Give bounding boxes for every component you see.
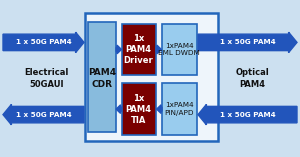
Text: 1x
PAM4
TIA: 1x PAM4 TIA xyxy=(126,94,152,125)
FancyArrow shape xyxy=(156,45,161,54)
Text: Electrical
50GAUI: Electrical 50GAUI xyxy=(24,68,69,89)
FancyArrow shape xyxy=(116,105,122,113)
Bar xyxy=(162,24,196,75)
Text: 1 x 50G PAM4: 1 x 50G PAM4 xyxy=(220,112,275,118)
Bar xyxy=(85,13,218,141)
FancyArrow shape xyxy=(198,104,297,125)
FancyArrow shape xyxy=(3,32,84,53)
Text: Optical
PAM4: Optical PAM4 xyxy=(235,68,269,89)
Bar xyxy=(122,83,156,135)
Text: 1 x 50G PAM4: 1 x 50G PAM4 xyxy=(16,112,71,118)
FancyArrow shape xyxy=(116,45,122,54)
Bar xyxy=(162,83,196,135)
Bar xyxy=(88,22,116,132)
Text: 1xPAM4
EML DWDM: 1xPAM4 EML DWDM xyxy=(158,43,200,56)
FancyArrow shape xyxy=(3,104,84,125)
Text: 1x
PAM4
Driver: 1x PAM4 Driver xyxy=(124,34,154,65)
Text: 1 x 50G PAM4: 1 x 50G PAM4 xyxy=(16,39,71,45)
FancyArrow shape xyxy=(198,32,297,53)
Text: 1xPAM4
PIN/APD: 1xPAM4 PIN/APD xyxy=(164,102,194,116)
FancyArrow shape xyxy=(157,105,162,113)
Text: PAM4
CDR: PAM4 CDR xyxy=(88,68,116,89)
Bar xyxy=(122,24,156,75)
Text: 1 x 50G PAM4: 1 x 50G PAM4 xyxy=(220,39,275,45)
